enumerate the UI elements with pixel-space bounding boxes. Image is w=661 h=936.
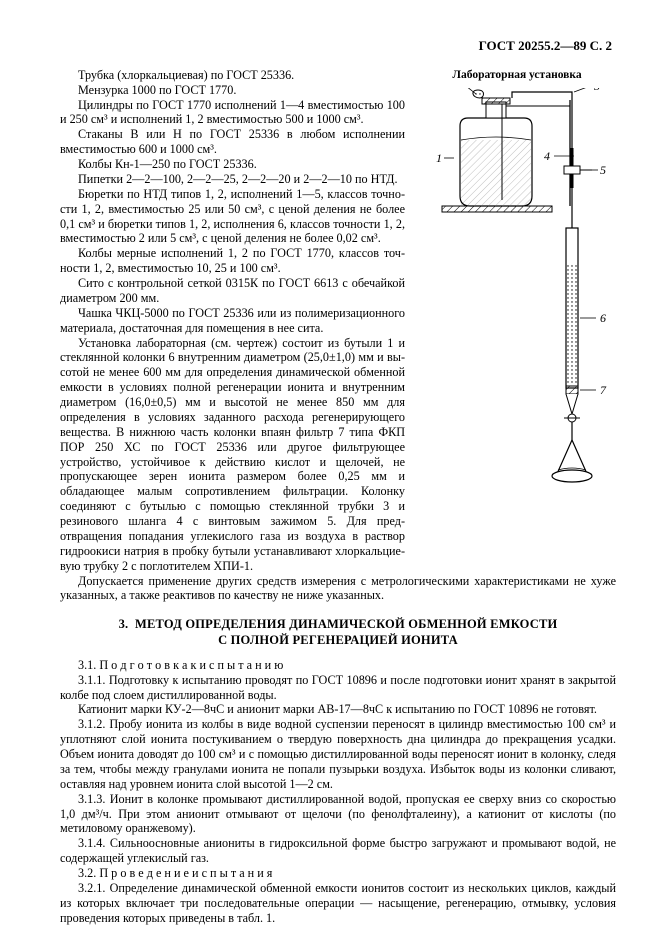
apparatus-item: Колбы Кн-1—250 по ГОСТ 25336. bbox=[60, 157, 405, 172]
figure-caption: Лабораторная установка bbox=[422, 68, 612, 82]
subsection-3-1: 3.1. П о д г о т о в к а к и с п ы т а н… bbox=[60, 658, 616, 673]
para-3-1-4: 3.1.4. Сильноосновные аниониты в гидрокс… bbox=[60, 836, 616, 866]
apparatus-item: Бюретки по НТД типов 1, 2, исполнений 1—… bbox=[60, 187, 405, 247]
apparatus-item: Пипетки 2—2—100, 2—2—25, 2—2—20 и 2—2—10… bbox=[60, 172, 405, 187]
apparatus-item: Цилиндры по ГОСТ 1770 исполнений 1—4 вме… bbox=[60, 98, 405, 128]
figure-label-1: 1 bbox=[436, 151, 442, 165]
header-code: ГОСТ 20255.2—89 С. 2 bbox=[60, 38, 616, 54]
left-text-column: Трубка (хлоркальциевая) по ГОСТ 25336. М… bbox=[60, 68, 405, 574]
para-3-1-1: 3.1.1. Подготовку к испытанию проводят п… bbox=[60, 673, 616, 703]
apparatus-item: Сито с контрольной сеткой 0315К по ГОСТ … bbox=[60, 276, 405, 306]
para-3-2-1: 3.2.1. Определение динамической обменной… bbox=[60, 881, 616, 926]
two-column-block: Трубка (хлоркальциевая) по ГОСТ 25336. М… bbox=[60, 68, 616, 574]
allow-paragraph: Допускается применение других средств из… bbox=[60, 574, 616, 604]
para-3-1-3: 3.1.3. Ионит в колонке промывают дистилл… bbox=[60, 792, 616, 837]
para-3-1-1b: Катионит марки КУ-2—8чС и анионит марки … bbox=[60, 702, 616, 717]
apparatus-item: Чашка ЧКЦ-5000 по ГОСТ 25336 или из поли… bbox=[60, 306, 405, 336]
setup-paragraph: Установка лабораторная (см. чертеж) сост… bbox=[60, 336, 405, 574]
figure-label-7: 7 bbox=[600, 383, 607, 397]
figure-block: Лабораторная установка bbox=[422, 68, 612, 486]
figure-label-2: 2 bbox=[460, 88, 466, 89]
para-3-1-2: 3.1.2. Пробу ионита из колбы в виде водн… bbox=[60, 717, 616, 791]
apparatus-item: Колбы мерные исполнений 1, 2 по ГОСТ 177… bbox=[60, 246, 405, 276]
figure-label-5: 5 bbox=[600, 163, 606, 177]
figure-label-6: 6 bbox=[600, 311, 606, 325]
apparatus-diagram-icon: 1 2 3 4 5 6 7 bbox=[422, 88, 612, 486]
full-width-text: Допускается применение других средств из… bbox=[60, 574, 616, 926]
figure-label-4: 4 bbox=[544, 149, 550, 163]
page: ГОСТ 20255.2—89 С. 2 Трубка (хлоркальцие… bbox=[0, 0, 661, 936]
subsection-3-2: 3.2. П р о в е д е н и е и с п ы т а н и… bbox=[60, 866, 616, 881]
figure-label-3: 3 bbox=[593, 88, 600, 93]
apparatus-item: Трубка (хлоркальциевая) по ГОСТ 25336. bbox=[60, 68, 405, 83]
section-3-title: 3. МЕТОД ОПРЕДЕЛЕНИЯ ДИНАМИЧЕСКОЙ ОБМЕНН… bbox=[60, 617, 616, 648]
apparatus-item: Мензурка 1000 по ГОСТ 1770. bbox=[60, 83, 405, 98]
apparatus-item: Стаканы В или Н по ГОСТ 25336 в любом ис… bbox=[60, 127, 405, 157]
